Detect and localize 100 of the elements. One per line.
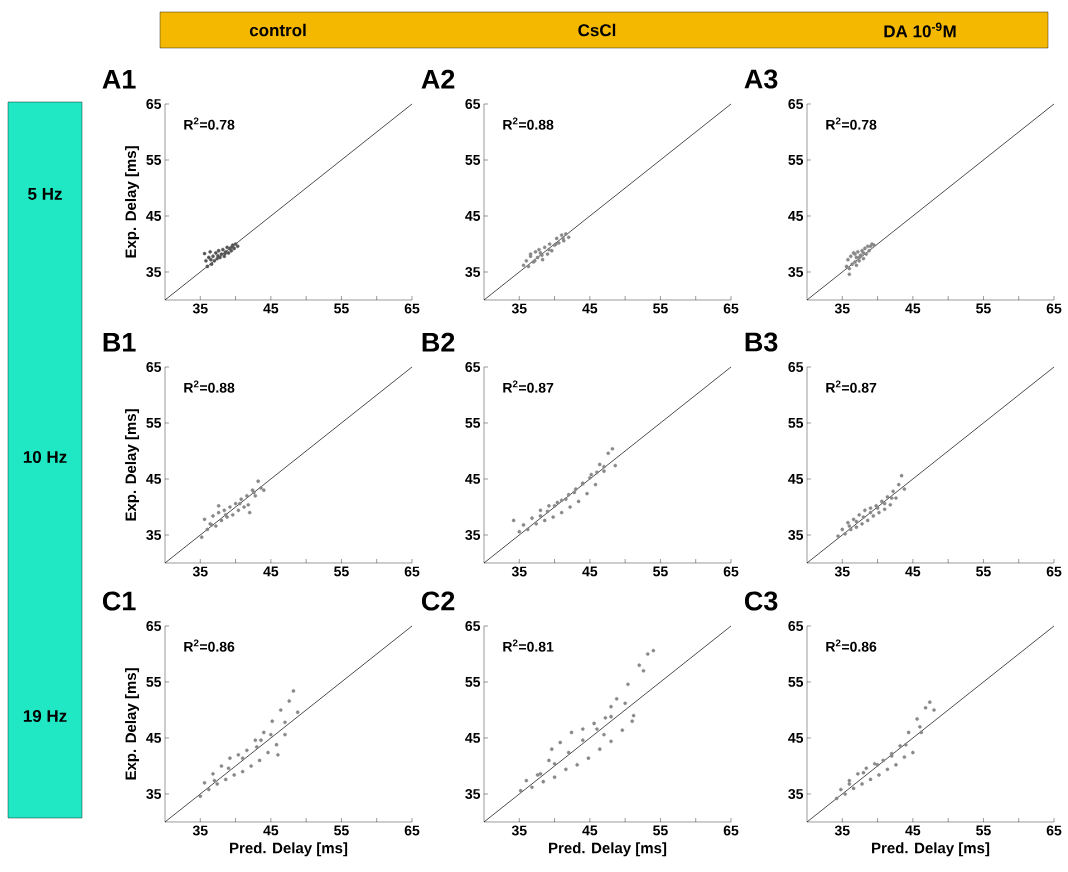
y-axis-title: Exp. Delay [ms]	[125, 146, 140, 258]
annotation: R$^{2}$=0.81	[503, 639, 554, 652]
y-tick-label: 35	[146, 267, 162, 277]
y-tick-label: 45	[465, 211, 481, 221]
y-tick-label: 35	[146, 789, 162, 799]
x-tick-label: 55	[653, 303, 668, 314]
y-tick-label: 55	[465, 155, 481, 165]
x-tick-label: 65	[404, 566, 420, 577]
x-tick-label: 35	[511, 825, 527, 836]
y-tick-label: 35	[146, 530, 162, 540]
x-tick-label: 65	[404, 825, 420, 836]
y-tick-label: 65	[465, 99, 481, 109]
y-tick-label: 35	[788, 530, 804, 540]
x-tick-label: 45	[905, 566, 921, 577]
text: 10 Hz	[23, 450, 67, 464]
x-tick-label: 45	[263, 566, 279, 577]
x-tick-label: 45	[582, 566, 598, 577]
y-tick-label: 55	[146, 155, 162, 165]
y-tick-label: 65	[788, 362, 804, 372]
x-tick-label: 65	[723, 825, 739, 836]
x-axis-title: Pred. Delay [ms]	[872, 842, 990, 857]
y-tick-label: 65	[146, 362, 162, 372]
y-tick-label: 65	[146, 99, 162, 109]
x-tick-label: 35	[192, 303, 208, 314]
y-tick-label: 35	[465, 530, 481, 540]
annotation: R$^{2}$=0.86	[826, 639, 877, 652]
y-tick-label: 45	[788, 211, 804, 221]
chart-title: C1	[102, 591, 136, 611]
chart-title: A2	[421, 69, 455, 89]
text: DA 10$^{-9}$M	[884, 22, 956, 38]
x-tick-label: 35	[192, 566, 208, 577]
annotation: R$^{2}$=0.88	[503, 117, 554, 130]
y-tick-label: 65	[146, 621, 162, 631]
x-tick-label: 45	[582, 825, 598, 836]
y-tick-label: 45	[465, 474, 481, 484]
annotation: R$^{2}$=0.78	[826, 117, 877, 130]
x-tick-label: 55	[653, 825, 668, 836]
y-tick-label: 55	[465, 418, 481, 428]
chart-title: B3	[745, 332, 778, 352]
x-tick-label: 45	[905, 825, 921, 836]
x-tick-label: 35	[511, 303, 527, 314]
x-tick-label: 65	[723, 566, 739, 577]
y-tick-label: 45	[146, 474, 162, 484]
y-tick-label: 55	[788, 418, 804, 428]
y-tick-label: 45	[788, 474, 804, 484]
x-tick-label: 45	[263, 303, 279, 314]
x-tick-label: 55	[976, 303, 991, 314]
x-tick-label: 45	[905, 303, 921, 314]
x-tick-label: 35	[834, 303, 850, 314]
x-tick-label: 55	[334, 303, 349, 314]
x-axis-title: Pred. Delay [ms]	[230, 842, 348, 857]
x-tick-label: 45	[582, 303, 598, 314]
x-tick-label: 35	[834, 566, 850, 577]
x-tick-label: 45	[263, 825, 279, 836]
chart-title: C2	[421, 591, 455, 611]
y-tick-label: 65	[465, 621, 481, 631]
y-tick-label: 35	[465, 267, 481, 277]
x-axis-title: Pred. Delay [ms]	[549, 842, 667, 857]
y-tick-label: 35	[788, 267, 804, 277]
y-axis-title: Exp. Delay [ms]	[125, 668, 140, 780]
text: control	[249, 23, 306, 37]
y-tick-label: 65	[788, 621, 804, 631]
x-tick-label: 65	[1046, 825, 1062, 836]
annotation: R$^{2}$=0.86	[184, 639, 235, 652]
y-tick-label: 45	[465, 733, 481, 743]
y-tick-label: 35	[788, 789, 804, 799]
x-tick-label: 65	[404, 303, 420, 314]
x-tick-label: 65	[1046, 566, 1062, 577]
chart-title: C3	[744, 591, 778, 611]
chart-title: A1	[102, 69, 136, 89]
chart-title: B1	[103, 332, 136, 352]
chart-title: B2	[422, 332, 455, 352]
x-tick-label: 55	[334, 825, 349, 836]
x-tick-label: 35	[192, 825, 208, 836]
y-tick-label: 65	[465, 362, 481, 372]
x-tick-label: 35	[834, 825, 850, 836]
text: CsCl	[578, 23, 616, 37]
x-tick-label: 35	[511, 566, 527, 577]
x-tick-label: 55	[653, 566, 668, 577]
text: 19 Hz	[23, 709, 67, 723]
y-tick-label: 55	[146, 677, 162, 687]
y-tick-label: 55	[465, 677, 481, 687]
annotation: R$^{2}$=0.87	[826, 380, 877, 393]
x-tick-label: 65	[723, 303, 739, 314]
x-tick-label: 65	[1046, 303, 1062, 314]
y-tick-label: 45	[146, 211, 162, 221]
y-axis-title: Exp. Delay [ms]	[125, 409, 140, 521]
y-tick-label: 35	[465, 789, 481, 799]
annotation: R$^{2}$=0.78	[184, 117, 235, 130]
annotation: R$^{2}$=0.87	[503, 380, 554, 393]
chart-title: A3	[744, 69, 778, 89]
y-tick-label: 55	[146, 418, 162, 428]
y-tick-label: 45	[788, 733, 804, 743]
annotation: R$^{2}$=0.88	[184, 380, 235, 393]
x-tick-label: 55	[334, 566, 349, 577]
y-tick-label: 45	[146, 733, 162, 743]
y-tick-label: 55	[788, 677, 804, 687]
x-tick-label: 55	[976, 566, 991, 577]
y-tick-label: 55	[788, 155, 804, 165]
x-tick-label: 55	[976, 825, 991, 836]
